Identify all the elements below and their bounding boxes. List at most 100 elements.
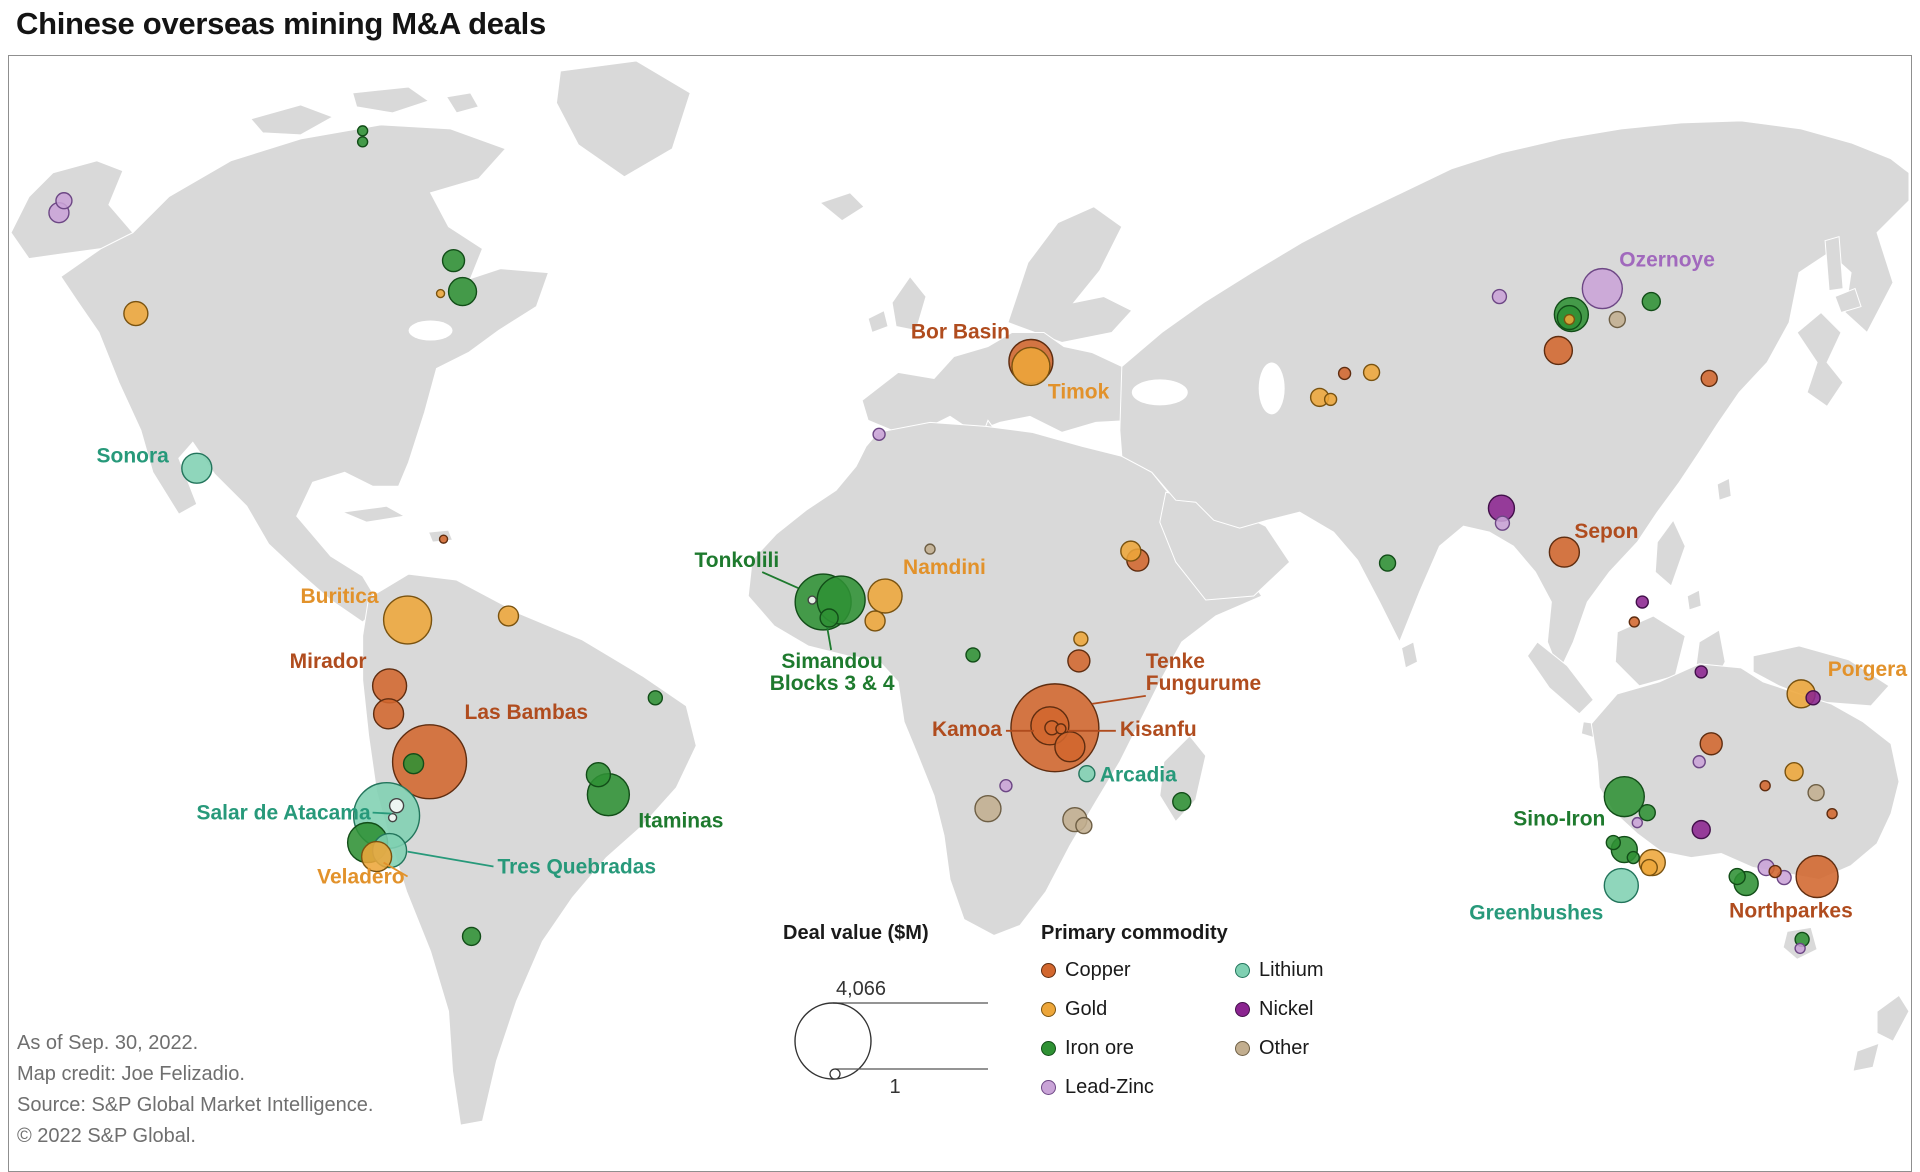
- leader-line-tres-quebradas: [407, 850, 494, 868]
- deal-bubble: [438, 534, 449, 544]
- deal-bubble: [55, 192, 73, 210]
- deal-bubble: [1608, 310, 1626, 329]
- landmass-philippines: [1654, 519, 1702, 611]
- landmass-asia: [1119, 120, 1910, 674]
- deal-bubble-northparkes: [1795, 854, 1839, 899]
- deal-bubble: [1075, 816, 1093, 835]
- legend-label-lithium: Lithium: [1259, 959, 1324, 981]
- deal-bubble: [372, 698, 405, 730]
- deal-label-simandou-blocks-3-4: Simandou Blocks 3 & 4: [770, 650, 895, 695]
- deal-label-timok: Timok: [1048, 380, 1110, 403]
- deal-bubble: [585, 762, 612, 788]
- deal-bubble: [1337, 366, 1352, 381]
- legend-label-gold: Gold: [1065, 998, 1108, 1020]
- legend-dot-nickel: [1235, 1002, 1250, 1017]
- deal-bubble: [461, 926, 482, 947]
- deal-bubble: [965, 647, 981, 663]
- deal-bubble: [1494, 515, 1511, 531]
- legend-label-lead-zinc: Lead-Zinc: [1065, 1076, 1154, 1098]
- deal-label-bor-basin: Bor Basin: [911, 320, 1010, 343]
- legend-dot-copper: [1041, 963, 1056, 978]
- legend-dot-lead-zinc: [1041, 1080, 1056, 1095]
- deal-bubble: [872, 427, 886, 442]
- landmass-iceland: [819, 192, 865, 222]
- deal-bubble: [1172, 791, 1192, 812]
- as-of-date: As of Sep. 30, 2022.: [17, 1032, 199, 1054]
- deal-label-las-bambas: Las Bambas: [465, 701, 589, 724]
- legend-item-other: Other: [1235, 1029, 1323, 1068]
- commodity-legend-title: Primary commodity: [1041, 922, 1228, 944]
- legend-item-lead-zinc: Lead-Zinc: [1041, 1068, 1209, 1107]
- copyright-line: © 2022 S&P Global.: [17, 1125, 196, 1147]
- deal-bubble: [974, 794, 1002, 823]
- landmass-british-isles: [867, 275, 927, 334]
- deal-bubble: [1631, 816, 1643, 829]
- deal-bubble-tenke-fungurume: [1067, 649, 1091, 673]
- deal-bubble: [1605, 834, 1622, 851]
- source-note: As of Sep. 30, 2022. Map credit: Joe Fel…: [17, 1028, 373, 1152]
- deal-bubble: [1626, 850, 1640, 865]
- leader-line-tonkolili: [761, 571, 799, 589]
- deal-bubble: [435, 288, 446, 299]
- landmass-arctic-islands: [249, 86, 480, 136]
- commodity-legend-items: Copper Gold Iron ore Lead-Zinc Lithium Nickel…: [1041, 951, 1461, 1107]
- deal-bubble: [1378, 554, 1397, 572]
- deal-label-veladero: Veladero: [317, 866, 404, 889]
- deal-bubble-namdini: [867, 578, 903, 614]
- deal-label-greenbushes: Greenbushes: [1469, 901, 1603, 924]
- landmass-alaska: [10, 160, 134, 260]
- landmass-scandinavia: [1007, 206, 1133, 344]
- black-sea: [1131, 379, 1188, 406]
- deal-bubble: [497, 605, 520, 627]
- deal-bubble: [1699, 732, 1723, 756]
- deal-bubble: [1694, 665, 1708, 679]
- size-max-circle: [794, 1002, 872, 1080]
- deal-label-sino-iron: Sino-Iron: [1513, 808, 1605, 831]
- deal-bubble-las-bambas: [391, 724, 468, 800]
- deal-bubble: [999, 779, 1013, 793]
- legend-label-copper: Copper: [1065, 959, 1131, 981]
- deal-bubble-mirador: [371, 668, 408, 704]
- landmass-sri-lanka: [1400, 641, 1419, 669]
- legend-label-iron-ore: Iron ore: [1065, 1037, 1134, 1059]
- deal-bubble-timok: [1011, 346, 1051, 387]
- landmass-south-america: [362, 573, 697, 1126]
- deal-bubble: [1728, 867, 1746, 886]
- deal-bubble: [807, 595, 817, 605]
- deal-bubble: [1635, 595, 1649, 609]
- deal-bubble: [1640, 858, 1658, 877]
- deal-label-kisanfu: Kisanfu: [1120, 718, 1197, 741]
- deal-bubble: [1691, 819, 1711, 840]
- world-map: Sonora Buritica Mirador Las Bambas Salar de …: [10, 60, 1910, 1126]
- deal-bubble: [1491, 288, 1508, 305]
- deal-bubble: [1768, 864, 1782, 879]
- landmass-taiwan: [1716, 477, 1732, 501]
- landmass-greenland: [555, 60, 691, 178]
- deal-bubble: [1759, 780, 1771, 792]
- deal-labels: Sonora Buritica Mirador Las Bambas Salar de …: [97, 249, 1908, 925]
- deal-bubble-greenbushes: [1603, 867, 1639, 904]
- legend-dot-other: [1235, 1041, 1250, 1056]
- deal-bubble: [1543, 335, 1574, 366]
- deal-bubble: [356, 136, 369, 148]
- deal-bubble: [1628, 616, 1640, 628]
- deal-bubble: [1073, 631, 1089, 647]
- deal-label-porgera: Porgera: [1828, 658, 1908, 681]
- deal-bubble: [1805, 690, 1821, 706]
- deal-bubble: [924, 543, 936, 555]
- landmass-caribbean: [340, 505, 454, 543]
- size-max-value: 4,066: [836, 978, 886, 1000]
- deal-label-buritica: Buritica: [301, 585, 379, 608]
- deal-bubble: [647, 690, 664, 706]
- deal-bubble: [1641, 291, 1661, 312]
- deal-bubble: [819, 608, 839, 628]
- deal-bubble: [1794, 942, 1806, 955]
- deal-bubble: [1807, 783, 1825, 802]
- landmass-sumatra: [1526, 641, 1594, 715]
- deal-bubble-sepon: [1548, 536, 1581, 568]
- size-scale-graphic: 4,066 1: [794, 978, 988, 1098]
- deal-label-tonkolili: Tonkolili: [695, 549, 780, 572]
- leader-line-simandou-blocks-3-4: [826, 626, 833, 651]
- landmass-new-guinea: [1752, 645, 1890, 707]
- legend-item-nickel: Nickel: [1235, 990, 1323, 1029]
